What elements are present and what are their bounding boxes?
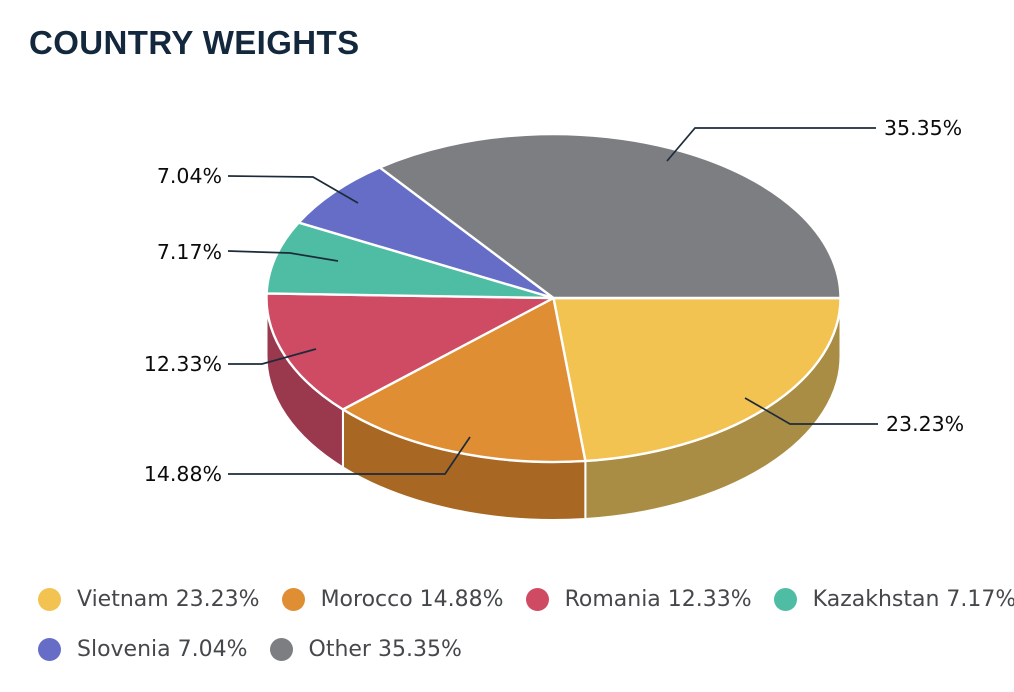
callout-label-slovenia: 7.04% (157, 164, 222, 188)
legend-marker-slovenia (38, 638, 61, 661)
legend-item-kazakhstan[interactable]: Kazakhstan 7.17% (773, 586, 1014, 613)
callout-line-morocco (228, 436, 471, 475)
callout-line-kazakhstan (227, 250, 339, 262)
pie-slice-morocco[interactable] (341, 296, 587, 464)
callout-line-other (666, 127, 876, 162)
callout-line-slovenia (227, 175, 359, 204)
callout-line-vietnam (744, 397, 878, 425)
legend-item-slovenia[interactable]: Slovenia 7.04% (38, 636, 248, 663)
legend-item-vietnam[interactable]: Vietnam 23.23% (38, 586, 260, 613)
callout-label-kazakhstan: 7.17% (157, 240, 222, 264)
legend-label-slovenia: Slovenia 7.04% (77, 637, 248, 662)
legend-label-vietnam: Vietnam 23.23% (77, 587, 260, 612)
callout-label-morocco: 14.88% (144, 462, 222, 486)
pie-slice-other[interactable] (378, 132, 842, 300)
legend-marker-kazakhstan (773, 588, 797, 611)
chart-title: COUNTRY WEIGHTS (29, 24, 360, 61)
legend-label-morocco: Morocco 14.88% (320, 587, 504, 612)
legend-marker-romania (525, 588, 549, 611)
legend-item-morocco[interactable]: Morocco 14.88% (281, 586, 504, 613)
callout-line-romania (228, 348, 317, 365)
legend-label-kazakhstan: Kazakhstan 7.17% (812, 587, 1014, 612)
legend-item-other[interactable]: Other 35.35% (269, 636, 462, 663)
legend-marker-vietnam (38, 588, 61, 611)
callout-label-romania: 12.33% (144, 352, 222, 376)
pie-slice-kazakhstan[interactable] (265, 221, 555, 300)
pie-slice-slovenia[interactable] (297, 166, 555, 300)
legend-marker-other (269, 638, 293, 661)
pie-slice-vietnam[interactable] (552, 296, 842, 463)
legend-marker-morocco (281, 588, 305, 611)
callout-label-other: 35.35% (884, 116, 962, 140)
callout-label-vietnam: 23.23% (886, 412, 964, 436)
legend-row-1: Vietnam 23.23% Morocco 14.88% Romania 12.3… (38, 586, 1014, 613)
legend: Vietnam 23.23% Morocco 14.88% Romania 12.3… (38, 586, 1014, 663)
legend-item-romania[interactable]: Romania 12.33% (525, 586, 752, 613)
legend-label-other: Other 35.35% (308, 637, 462, 662)
legend-row-2: Slovenia 7.04% Other 35.35% (38, 636, 1014, 663)
legend-label-romania: Romania 12.33% (564, 587, 752, 612)
pie-slice-romania[interactable] (265, 292, 555, 411)
